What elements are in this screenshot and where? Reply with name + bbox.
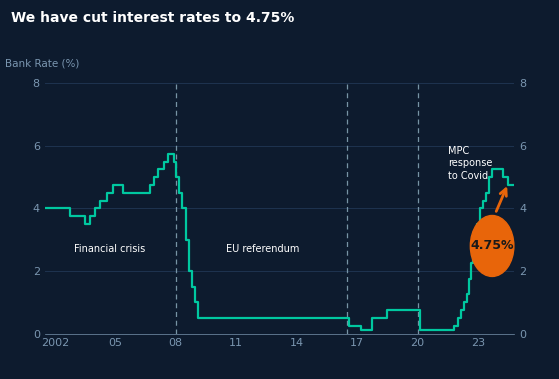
Text: EU referendum: EU referendum — [226, 244, 299, 254]
Text: MPC
response
to Covid: MPC response to Covid — [448, 146, 492, 181]
Text: We have cut interest rates to 4.75%: We have cut interest rates to 4.75% — [11, 11, 295, 25]
Text: 4.75%: 4.75% — [470, 240, 514, 252]
Text: Financial crisis: Financial crisis — [74, 244, 145, 254]
Text: Bank Rate (%): Bank Rate (%) — [5, 58, 79, 68]
Ellipse shape — [470, 216, 514, 276]
